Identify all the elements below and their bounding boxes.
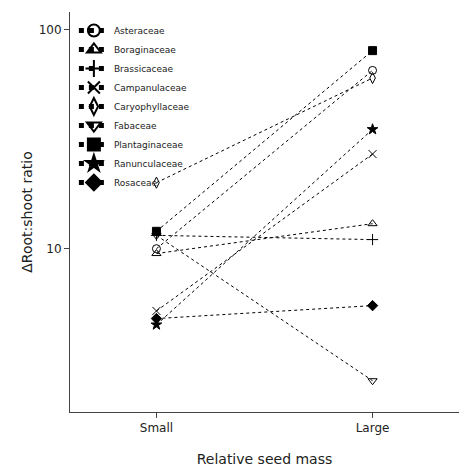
- svg-text:Caryophyllaceae: Caryophyllaceae: [114, 102, 190, 112]
- svg-text:Large: Large: [356, 421, 390, 435]
- svg-text:Plantaginaceae: Plantaginaceae: [114, 140, 184, 150]
- svg-text:Boraginaceae: Boraginaceae: [114, 45, 176, 55]
- svg-text:100: 100: [39, 23, 62, 37]
- svg-text:10: 10: [46, 242, 61, 256]
- svg-text:Relative seed mass: Relative seed mass: [197, 451, 333, 467]
- svg-text:Brassicaceae: Brassicaceae: [114, 64, 174, 74]
- svg-text:ΔRoot:shoot ratio: ΔRoot:shoot ratio: [19, 151, 35, 273]
- svg-text:Ranunculaceae: Ranunculaceae: [114, 159, 183, 169]
- svg-text:Fabaceae: Fabaceae: [114, 121, 157, 131]
- svg-text:Asteraceae: Asteraceae: [114, 26, 165, 36]
- svg-text:Small: Small: [140, 421, 173, 435]
- svg-text:Campanulaceae: Campanulaceae: [114, 83, 187, 93]
- svg-text:Rosaceae: Rosaceae: [114, 178, 158, 188]
